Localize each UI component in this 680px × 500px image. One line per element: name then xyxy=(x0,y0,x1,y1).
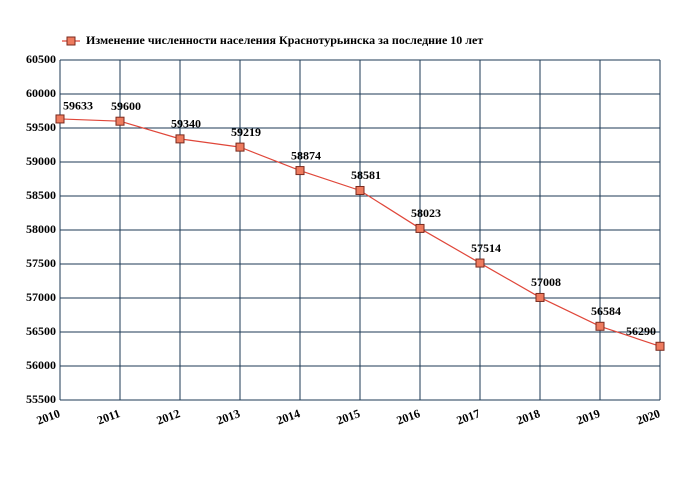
marker xyxy=(235,142,245,152)
x-tick-label: 2015 xyxy=(335,406,362,427)
marker xyxy=(595,321,605,331)
y-tick-label: 60000 xyxy=(26,86,56,100)
marker xyxy=(115,116,125,126)
y-tick-label: 58500 xyxy=(26,188,56,202)
y-tick-label: 57000 xyxy=(26,290,56,304)
legend-label: Изменение численности населения Красноту… xyxy=(86,33,483,47)
y-tick-label: 59500 xyxy=(26,120,56,134)
data-label: 58581 xyxy=(351,168,381,182)
x-tick-label: 2016 xyxy=(395,406,422,427)
marker xyxy=(535,292,545,302)
marker xyxy=(655,341,665,351)
x-tick-label: 2020 xyxy=(635,406,662,427)
legend-marker xyxy=(66,36,76,46)
x-tick-label: 2017 xyxy=(455,406,482,427)
data-label: 58874 xyxy=(291,148,321,162)
data-label: 59600 xyxy=(111,99,141,113)
marker xyxy=(475,258,485,268)
marker xyxy=(175,134,185,144)
data-label: 58023 xyxy=(411,206,441,220)
marker xyxy=(355,185,365,195)
x-tick-label: 2011 xyxy=(95,406,122,427)
data-label: 57008 xyxy=(531,275,561,289)
y-tick-label: 58000 xyxy=(26,222,56,236)
x-tick-label: 2010 xyxy=(35,406,62,427)
y-tick-label: 56000 xyxy=(26,358,56,372)
data-label: 56290 xyxy=(626,324,656,338)
x-tick-label: 2013 xyxy=(215,406,242,427)
x-tick-label: 2012 xyxy=(155,406,182,427)
data-label: 59633 xyxy=(63,99,93,113)
y-tick-label: 60500 xyxy=(26,52,56,66)
data-label: 56584 xyxy=(591,304,621,318)
y-tick-label: 59000 xyxy=(26,154,56,168)
marker xyxy=(55,114,65,124)
y-tick-label: 57500 xyxy=(26,256,56,270)
x-tick-label: 2018 xyxy=(515,406,542,427)
data-label: 59340 xyxy=(171,117,201,131)
marker xyxy=(295,166,305,176)
x-tick-label: 2014 xyxy=(275,406,302,427)
y-tick-label: 56500 xyxy=(26,324,56,338)
x-tick-label: 2019 xyxy=(575,406,602,427)
marker xyxy=(415,223,425,233)
data-label: 57514 xyxy=(471,241,501,255)
data-label: 59219 xyxy=(231,125,261,139)
y-tick-label: 55500 xyxy=(26,392,56,406)
